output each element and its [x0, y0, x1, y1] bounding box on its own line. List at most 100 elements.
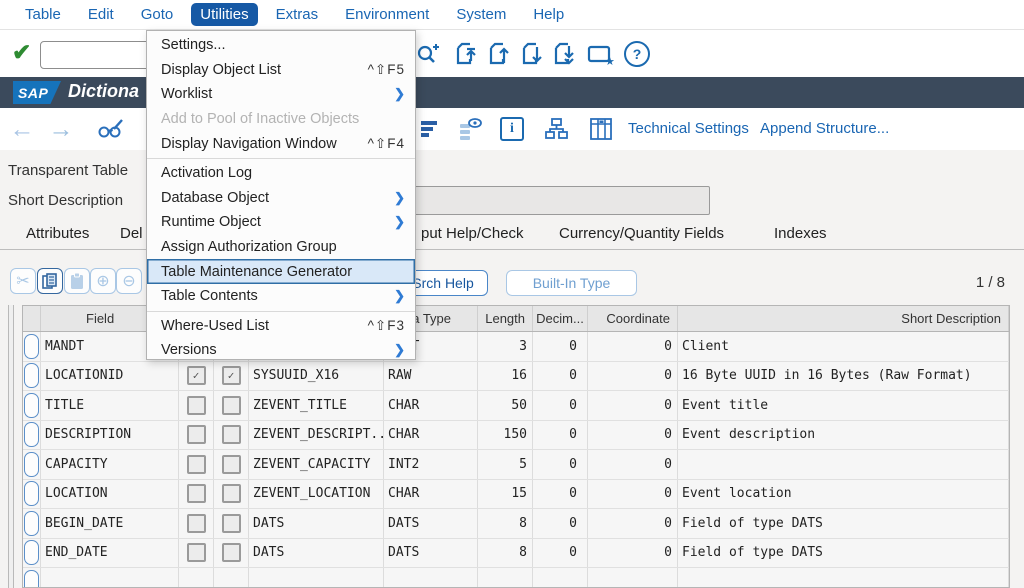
menu-bar: Table Edit Goto Utilities Extras Environ…: [0, 0, 1024, 30]
copy-icon[interactable]: [37, 268, 63, 294]
paste-icon[interactable]: [64, 268, 90, 294]
table-row: LOCATION ZEVENT_LOCATION CHAR 15 0 0 Eve…: [23, 480, 1009, 510]
first-page-icon[interactable]: [453, 40, 481, 68]
menu-item-settings[interactable]: Settings...: [147, 33, 415, 58]
submenu-arrow-icon: ❯: [394, 288, 405, 304]
append-structure-button[interactable]: Append Structure...: [760, 120, 889, 137]
table-row: LOCATIONID ✓ ✓ SYSUUID_X16 RAW 16 0 0 16…: [23, 362, 1009, 392]
initial-checkbox[interactable]: [222, 514, 241, 533]
key-checkbox[interactable]: [187, 543, 206, 562]
info-icon[interactable]: i: [498, 115, 526, 143]
tab-indexes[interactable]: Indexes: [774, 225, 827, 242]
tab-delivery[interactable]: Del: [120, 225, 143, 242]
initial-checkbox[interactable]: [222, 543, 241, 562]
key-checkbox[interactable]: [187, 514, 206, 533]
header-decimals: Decim...: [533, 306, 588, 331]
table-row: BEGIN_DATE DATS DATS 8 0 0 Field of type…: [23, 509, 1009, 539]
insert-row-icon[interactable]: ⊕: [90, 268, 116, 294]
menu-item-assign-authorization-group[interactable]: Assign Authorization Group: [147, 235, 415, 260]
menu-item-table-maintenance-generator[interactable]: Table Maintenance Generator: [147, 259, 415, 284]
table-row: CAPACITY ZEVENT_CAPACITY INT2 5 0 0: [23, 450, 1009, 480]
row-selector[interactable]: [24, 570, 39, 588]
menu-goto[interactable]: Goto: [132, 3, 183, 26]
tab-currency-quantity-fields[interactable]: Currency/Quantity Fields: [559, 225, 724, 242]
header-length: Length: [478, 306, 533, 331]
row-selector[interactable]: [24, 540, 39, 565]
menu-edit[interactable]: Edit: [79, 3, 123, 26]
key-checkbox[interactable]: [187, 396, 206, 415]
menu-item-table-contents[interactable]: Table Contents❯: [147, 284, 415, 309]
header-selector: [23, 306, 41, 331]
key-checkbox[interactable]: [187, 484, 206, 503]
menu-separator: [147, 311, 415, 312]
table-row: TITLE ZEVENT_TITLE CHAR 50 0 0 Event tit…: [23, 391, 1009, 421]
sap-gui-window: Table Edit Goto Utilities Extras Environ…: [0, 0, 1024, 588]
menu-utilities[interactable]: Utilities: [191, 3, 257, 26]
create-shortcut-icon[interactable]: ★: [586, 40, 614, 68]
svg-text:★: ★: [605, 56, 614, 67]
menu-help[interactable]: Help: [524, 3, 573, 26]
submenu-arrow-icon: ❯: [394, 342, 405, 358]
row-selector[interactable]: [24, 334, 39, 359]
table-row-empty: [23, 568, 1009, 588]
sort-icon[interactable]: [416, 115, 444, 143]
table-row: DESCRIPTION ZEVENT_DESCRIPT.. CHAR 150 0…: [23, 421, 1009, 451]
tab-attributes[interactable]: Attributes: [26, 225, 89, 242]
row-selector[interactable]: [24, 452, 39, 477]
cut-icon[interactable]: ✂: [10, 268, 36, 294]
row-selector[interactable]: [24, 393, 39, 418]
next-page-icon[interactable]: [519, 40, 547, 68]
key-checkbox[interactable]: [187, 425, 206, 444]
menu-environment[interactable]: Environment: [336, 3, 438, 26]
display-change-icon[interactable]: [97, 115, 125, 143]
previous-page-icon[interactable]: [486, 40, 514, 68]
menu-item-runtime-object[interactable]: Runtime Object❯: [147, 210, 415, 235]
key-checkbox[interactable]: ✓: [187, 366, 206, 385]
menu-table[interactable]: Table: [16, 3, 70, 26]
row-selector[interactable]: [24, 422, 39, 447]
initial-checkbox[interactable]: [222, 425, 241, 444]
column-view-icon[interactable]: [456, 115, 484, 143]
find-next-icon[interactable]: [414, 40, 442, 68]
enter-checkmark-icon[interactable]: ✔: [12, 39, 31, 66]
help-icon[interactable]: ?: [623, 40, 651, 68]
menu-extras[interactable]: Extras: [267, 3, 328, 26]
row-selector[interactable]: [24, 363, 39, 388]
menu-item-versions[interactable]: Versions❯: [147, 338, 415, 363]
tab-input-help-check[interactable]: put Help/Check: [421, 225, 524, 242]
initial-checkbox[interactable]: [222, 484, 241, 503]
table-type-label: Transparent Table: [8, 162, 128, 179]
menu-item-display-navigation-window[interactable]: Display Navigation Window^⇧F4: [147, 131, 415, 156]
menu-item-worklist[interactable]: Worklist❯: [147, 82, 415, 107]
menu-item-display-object-list[interactable]: Display Object List^⇧F5: [147, 58, 415, 83]
menu-item-where-used-list[interactable]: Where-Used List^⇧F3: [147, 314, 415, 339]
menu-item-database-object[interactable]: Database Object❯: [147, 186, 415, 211]
menu-system[interactable]: System: [447, 3, 515, 26]
row-selector[interactable]: [24, 481, 39, 506]
table-grid-icon[interactable]: [587, 115, 615, 143]
menu-separator: [147, 158, 415, 159]
table-left-gutter: [8, 305, 14, 588]
short-description-label: Short Description: [8, 192, 123, 209]
row-selector[interactable]: [24, 511, 39, 536]
last-page-icon[interactable]: [551, 40, 579, 68]
menu-item-activation-log[interactable]: Activation Log: [147, 161, 415, 186]
forward-icon[interactable]: →: [47, 115, 75, 143]
header-short-description: Short Description: [678, 306, 1009, 331]
submenu-arrow-icon: ❯: [394, 86, 405, 102]
initial-checkbox[interactable]: ✓: [222, 366, 241, 385]
key-checkbox[interactable]: [187, 455, 206, 474]
hierarchy-icon[interactable]: [543, 115, 571, 143]
back-icon[interactable]: ←: [8, 115, 36, 143]
initial-checkbox[interactable]: [222, 396, 241, 415]
menu-item-add-to-pool: Add to Pool of Inactive Objects: [147, 107, 415, 132]
utilities-dropdown-menu: Settings... Display Object List^⇧F5 Work…: [146, 30, 416, 360]
initial-checkbox[interactable]: [222, 455, 241, 474]
delete-row-icon[interactable]: ⊖: [116, 268, 142, 294]
built-in-type-button[interactable]: Built-In Type: [506, 270, 637, 296]
field-pager: 1 / 8: [976, 274, 1005, 291]
technical-settings-button[interactable]: Technical Settings: [628, 120, 749, 137]
header-coordinate: Coordinate: [588, 306, 678, 331]
table-row: END_DATE DATS DATS 8 0 0 Field of type D…: [23, 539, 1009, 569]
submenu-arrow-icon: ❯: [394, 190, 405, 206]
